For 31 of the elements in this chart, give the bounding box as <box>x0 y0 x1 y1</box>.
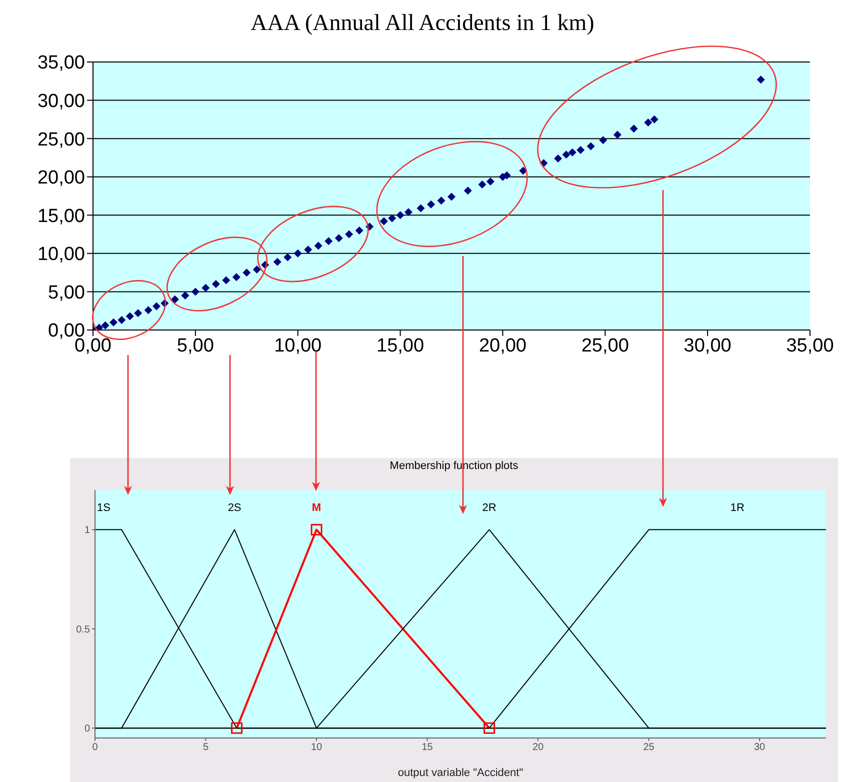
series-label: M <box>310 502 322 514</box>
chart-title: AAA (Annual All Accidents in 1 km) <box>250 10 596 36</box>
x-tick-label: 15 <box>422 742 434 754</box>
y-tick-label: 25,00 <box>37 129 85 150</box>
y-tick-label: 5,00 <box>48 282 85 304</box>
x-tick-label: 20,00 <box>478 335 526 356</box>
series-label: 2S <box>226 502 242 514</box>
y-tick-label: 30,00 <box>37 91 85 112</box>
y-tick-label: 0.5 <box>76 624 90 636</box>
y-tick-label: 15,00 <box>37 206 85 227</box>
x-tick-label: 30 <box>754 742 766 754</box>
x-tick-label: 25,00 <box>581 335 629 356</box>
x-tick-label: 35,00 <box>786 335 834 356</box>
y-tick-label: 35,00 <box>37 52 85 74</box>
series-label: 1R <box>729 502 746 514</box>
y-tick-label: 1 <box>84 525 90 536</box>
y-tick-label: 10,00 <box>37 244 85 266</box>
x-tick-label: 20 <box>532 742 544 754</box>
series-label: 2R <box>481 502 498 514</box>
y-tick-label: 20,00 <box>37 168 85 189</box>
x-tick-label: 10,00 <box>274 335 322 356</box>
x-tick-label: 5,00 <box>176 335 214 356</box>
x-tick-label: 15,00 <box>376 335 424 356</box>
x-tick-label: 25 <box>643 742 655 754</box>
series-label: 1S <box>97 502 112 514</box>
x-tick-label: 30,00 <box>684 335 732 356</box>
y-tick-label: 0 <box>84 724 90 735</box>
x-tick-label: 10 <box>310 742 323 754</box>
x-tick-label: 0 <box>92 742 98 754</box>
x-tick-label: 5 <box>202 742 209 754</box>
x-axis-title: output variable "Accident" <box>398 767 524 779</box>
